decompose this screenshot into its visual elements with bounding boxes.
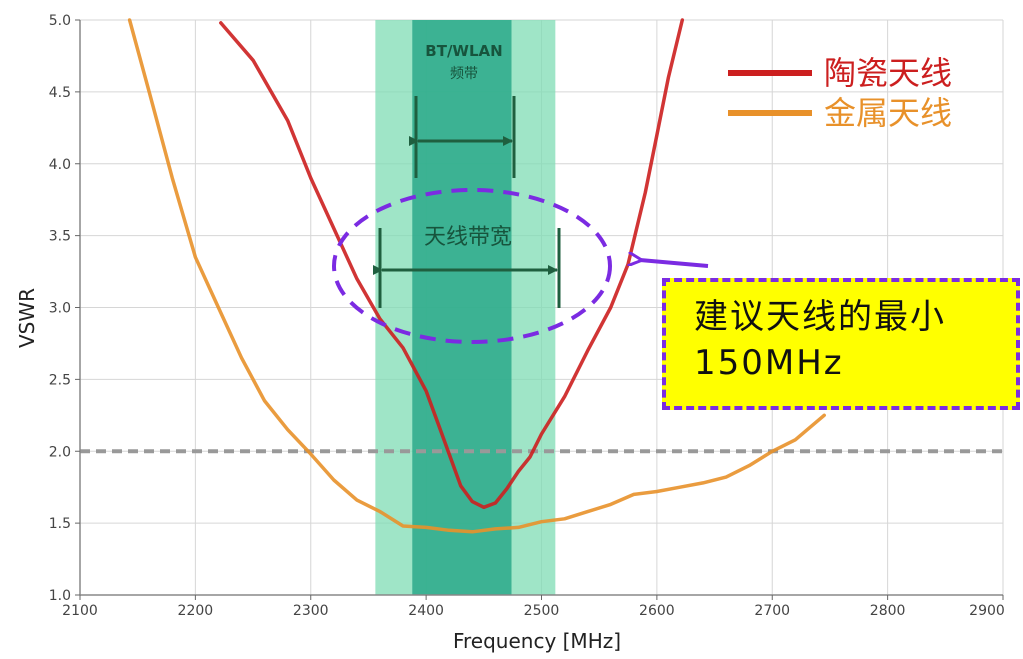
frequency-bands — [375, 20, 556, 595]
bt-wlan-label: BT/WLAN — [425, 42, 502, 60]
x-tick-label-6: 2700 — [754, 603, 790, 619]
recommendation-callout: 建议天线的最小 150MHz — [662, 278, 1020, 410]
x-tick-label-5: 2600 — [639, 603, 675, 619]
series-line-metal — [127, 18, 826, 534]
antenna-bandwidth-label: 天线带宽 — [424, 225, 512, 250]
legend-ceramic-label: 陶瓷天线 — [824, 54, 952, 92]
x-tick-label-7: 2800 — [870, 603, 906, 619]
y-tick-label-7: 4.5 — [49, 85, 71, 101]
x-tick-label-3: 2400 — [408, 603, 444, 619]
y-tick-label-4: 3.0 — [49, 301, 71, 317]
y-tick-label-1: 1.5 — [49, 516, 71, 532]
y-axis-title: VSWR — [15, 288, 39, 348]
bt-band-label: 频带 — [450, 66, 478, 82]
bt-wlan-band — [412, 20, 512, 595]
x-tick-label-2: 2300 — [293, 603, 329, 619]
x-tick-label-4: 2500 — [524, 603, 560, 619]
x-tick-label-0: 2100 — [62, 603, 98, 619]
legend-metal-label: 金属天线 — [824, 94, 952, 132]
legend: 陶瓷天线 金属天线 — [728, 54, 952, 132]
y-tick-label-6: 4.0 — [49, 157, 71, 173]
y-tick-label-2: 2.0 — [49, 444, 71, 460]
y-tick-label-0: 1.0 — [49, 588, 71, 604]
y-tick-label-5: 3.5 — [49, 229, 71, 245]
x-axis-title: Frequency [MHz] — [453, 629, 621, 653]
x-tick-label-8: 2900 — [969, 603, 1005, 619]
callout-pointer-arrow — [640, 260, 709, 268]
callout-line-1: 建议天线的最小 — [694, 297, 946, 337]
x-tick-label-1: 2200 — [178, 603, 214, 619]
y-tick-label-3: 2.5 — [49, 372, 71, 388]
bandwidth-highlight-ellipse — [332, 188, 612, 344]
y-tick-label-8: 5.0 — [49, 13, 71, 29]
axis-ticks: 2100 2200 2300 2400 2500 2600 2700 2800 2900 1.0 1… — [49, 13, 1005, 619]
callout-line-2: 150MHz — [694, 343, 844, 383]
